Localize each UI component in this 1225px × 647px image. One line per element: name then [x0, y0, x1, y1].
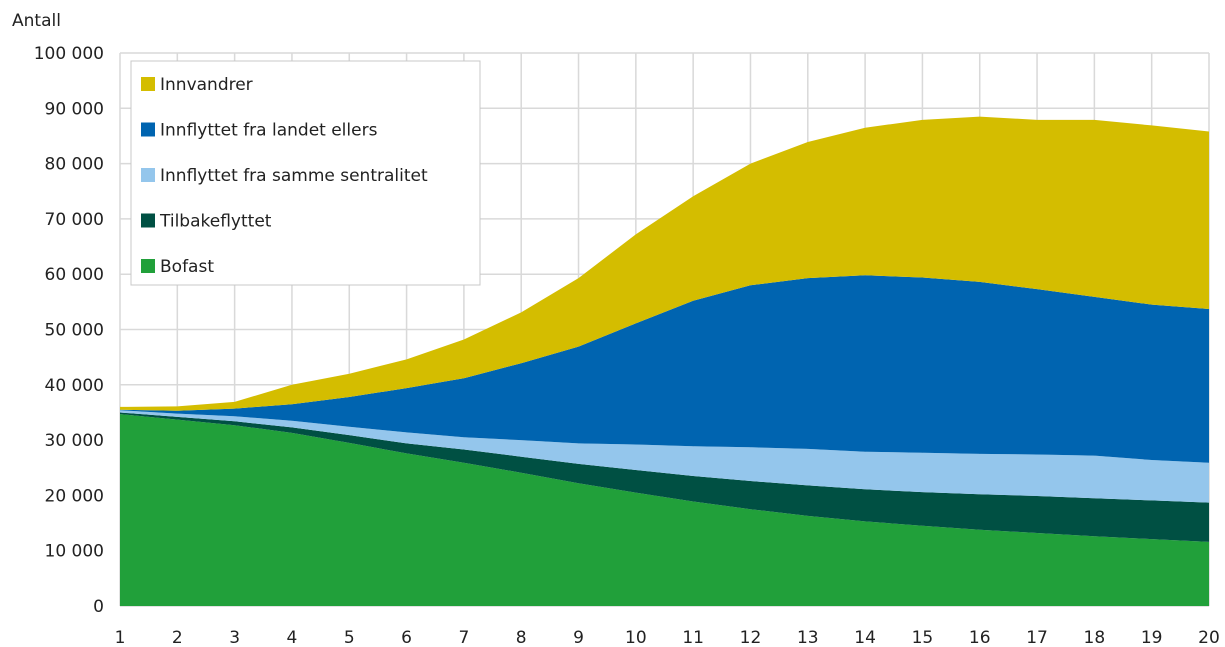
legend-swatch — [141, 168, 155, 182]
y-tick-labels: 0 10 000 20 000 30 000 40 000 50 000 60 000 70 … — [34, 44, 104, 617]
x-tick-label: 6 — [401, 628, 412, 647]
y-tick-label: 50 000 — [45, 321, 104, 341]
y-tick-label: 70 000 — [45, 210, 104, 230]
area-innflyttet-fra-landet-ellers — [120, 275, 1209, 463]
y-tick-label: 30 000 — [45, 431, 104, 451]
legend-label: Tilbakeflyttet — [159, 212, 272, 232]
y-tick-label: 100 000 — [34, 44, 104, 64]
area-bofast — [120, 414, 1209, 606]
y-tick-label: 40 000 — [45, 376, 104, 396]
y-axis-title: Antall — [12, 11, 61, 31]
legend-box — [130, 60, 481, 286]
area-innflyttet-fra-samme-sentralitet — [120, 410, 1209, 503]
y-tick-label: 80 000 — [45, 155, 104, 175]
legend-swatch — [141, 213, 155, 228]
x-tick-label: 2 — [172, 628, 183, 647]
y-tick-label: 90 000 — [45, 99, 104, 119]
y-tick-label: 10 000 — [45, 542, 104, 562]
legend-swatch — [141, 122, 155, 137]
legend-label: Innflyttet fra landet ellers — [160, 121, 378, 141]
x-tick-label: 20 — [1198, 628, 1220, 647]
area-innvandrer — [120, 116, 1209, 411]
x-tick-label: 4 — [287, 628, 298, 647]
x-tick-label: 13 — [797, 628, 819, 647]
legend-label: Innvandrer — [160, 75, 253, 95]
x-tick-label: 3 — [229, 628, 240, 647]
legend-swatch — [141, 259, 155, 273]
x-tick-label: 15 — [912, 628, 934, 647]
x-tick-labels: 1 2 3 4 5 6 7 8 9 10 11 12 13 14 15 16 17 18 19 20 — [115, 628, 1220, 647]
legend: Innvandrer Innflyttet fra landet ellers In… — [130, 60, 481, 286]
y-tick-label: 20 000 — [45, 486, 104, 506]
x-tick-label: 8 — [516, 628, 527, 647]
x-tick-label: 10 — [625, 628, 647, 647]
y-tick-label: 0 — [93, 597, 104, 617]
x-tick-label: 14 — [854, 628, 876, 647]
legend-label: Bofast — [160, 257, 214, 277]
x-tick-label: 9 — [573, 628, 584, 647]
x-tick-label: 1 — [115, 628, 126, 647]
x-tick-label: 7 — [458, 628, 469, 647]
area-series — [120, 116, 1209, 606]
area-tilbakeflyttet — [120, 412, 1209, 542]
x-tick-label: 18 — [1084, 628, 1106, 647]
legend-swatch — [141, 77, 155, 91]
x-tick-label: 17 — [1026, 628, 1048, 647]
x-tick-label: 16 — [969, 628, 991, 647]
y-tick-label: 60 000 — [45, 265, 104, 285]
x-tick-label: 11 — [682, 628, 704, 647]
legend-label: Innflyttet fra samme sentralitet — [160, 166, 428, 186]
x-tick-label: 12 — [740, 628, 762, 647]
x-tick-label: 19 — [1141, 628, 1163, 647]
x-tick-label: 5 — [344, 628, 355, 647]
